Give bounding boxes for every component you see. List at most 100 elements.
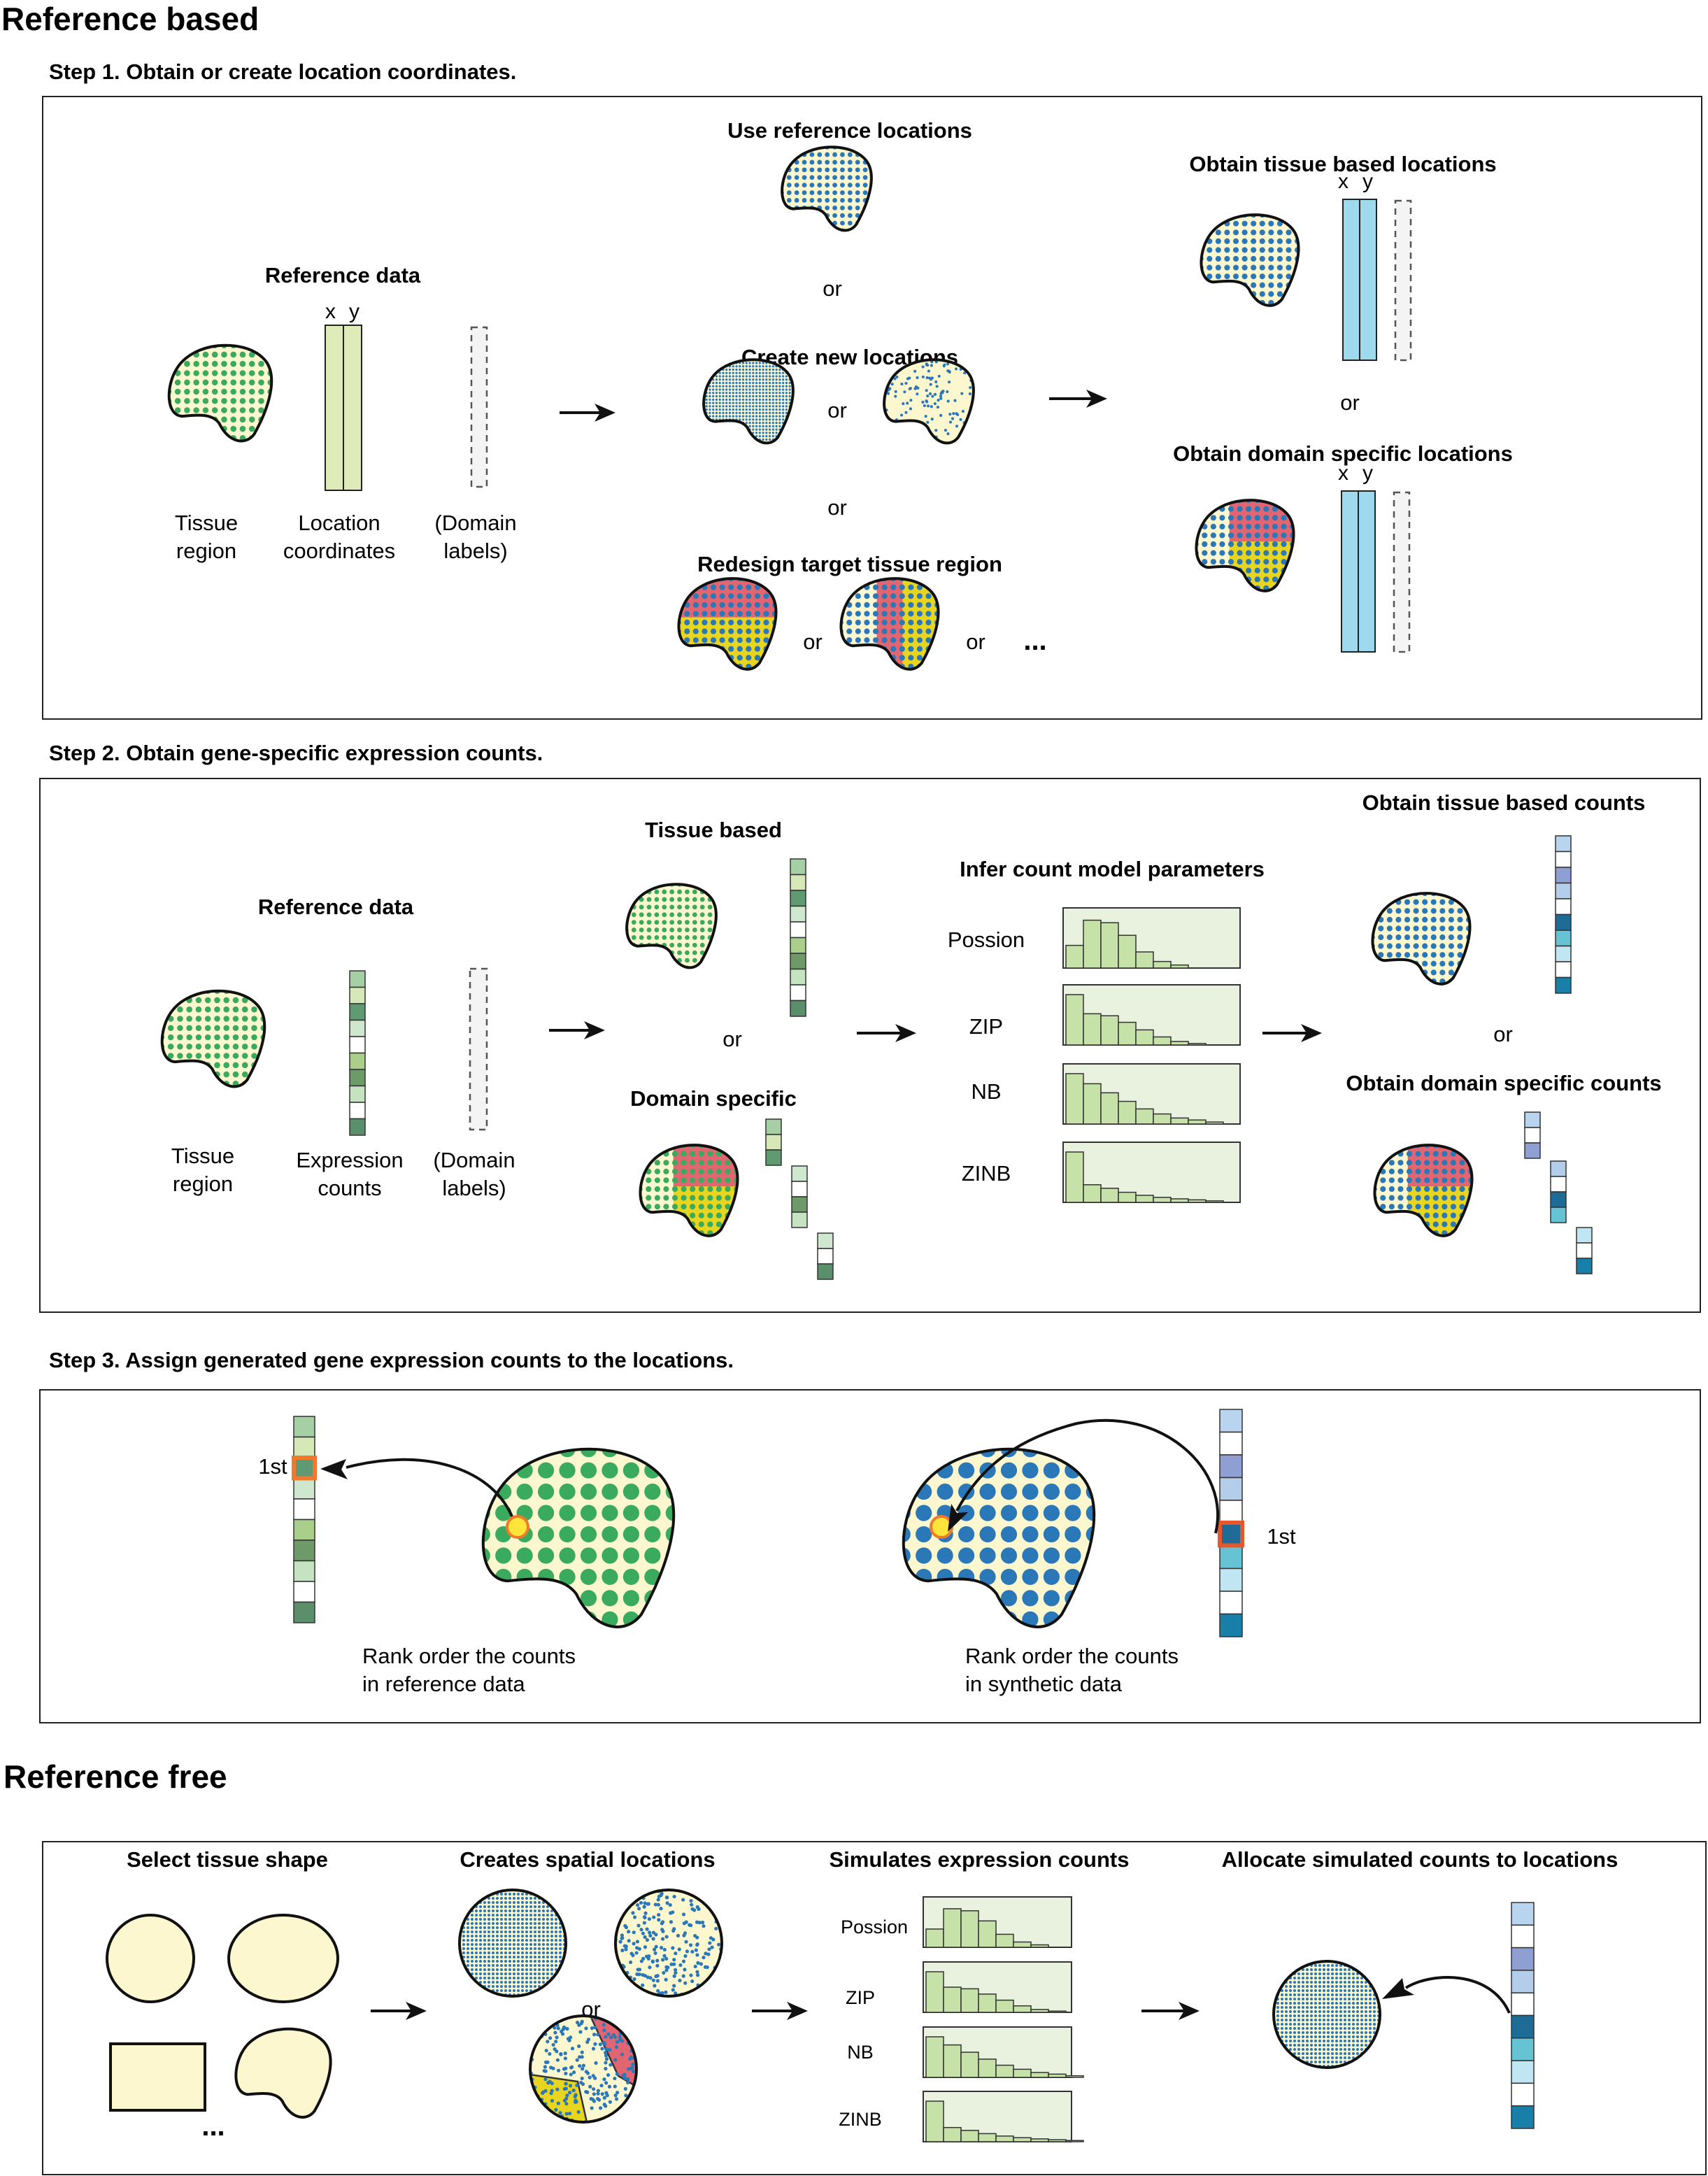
spot <box>550 1939 553 1942</box>
spot <box>677 889 682 895</box>
spot <box>893 377 897 381</box>
spot <box>632 1915 637 1919</box>
spot <box>1339 2006 1342 2009</box>
spot <box>782 401 785 404</box>
spot <box>771 418 774 421</box>
spot <box>736 593 743 599</box>
spot <box>870 228 871 231</box>
spot <box>1439 943 1446 949</box>
spot <box>1237 523 1243 529</box>
step3-synthetic-curve <box>955 1418 1220 1534</box>
spot <box>718 432 721 434</box>
spot <box>1241 220 1248 227</box>
spot <box>488 1905 490 1908</box>
spot <box>1259 255 1265 262</box>
spot <box>707 1195 713 1201</box>
spot <box>1323 1972 1325 1975</box>
spot <box>600 2047 604 2051</box>
spot <box>488 1956 490 1958</box>
spot <box>758 394 761 398</box>
spot <box>627 904 629 910</box>
spot <box>467 1964 469 1967</box>
spot <box>504 1977 507 1979</box>
spot <box>1272 567 1278 574</box>
spot <box>646 1177 652 1183</box>
spot <box>709 438 711 441</box>
circle-outline <box>614 1889 723 1998</box>
spot <box>684 655 690 661</box>
spot <box>755 362 758 364</box>
spot <box>925 399 928 403</box>
spot <box>718 435 721 438</box>
spot <box>1210 541 1216 548</box>
spot <box>1415 1177 1421 1183</box>
spot <box>1344 2056 1346 2059</box>
spot <box>778 392 781 394</box>
spot <box>525 1914 528 1917</box>
spot <box>786 147 792 150</box>
spot <box>794 175 799 180</box>
spot <box>944 593 949 599</box>
spot <box>602 1449 618 1458</box>
spot <box>794 190 799 195</box>
spot <box>239 407 246 413</box>
spot <box>926 404 930 408</box>
spot <box>762 401 764 404</box>
step1-or-6: or <box>1340 390 1360 415</box>
spot <box>864 602 870 608</box>
spot <box>937 1568 953 1586</box>
rf-hist-zip-bar <box>1048 2010 1067 2013</box>
spot <box>1289 2006 1292 2009</box>
spot <box>707 912 713 918</box>
spot <box>1380 1221 1386 1228</box>
spot <box>716 1195 722 1201</box>
spot <box>752 432 755 434</box>
spot <box>937 1590 953 1607</box>
spot <box>1459 1160 1465 1166</box>
spot <box>538 1977 541 1979</box>
spot <box>634 1951 639 1955</box>
spot <box>1422 952 1428 958</box>
spot <box>748 401 751 404</box>
spot <box>1344 2027 1346 2030</box>
spot <box>1304 212 1309 218</box>
spot <box>903 1449 911 1458</box>
spot <box>841 646 844 652</box>
spot <box>698 1168 704 1174</box>
spot <box>702 1955 706 1960</box>
spot <box>937 374 941 378</box>
spot <box>785 360 788 361</box>
spot <box>1302 2040 1304 2042</box>
spot <box>525 1968 528 1971</box>
spot <box>521 1968 524 1971</box>
spot <box>1439 969 1446 976</box>
spot <box>684 637 690 643</box>
spot <box>1339 2048 1342 2051</box>
spot <box>1430 969 1437 976</box>
spot <box>1323 1981 1325 1984</box>
spot <box>1365 1989 1367 1992</box>
spot <box>538 1484 555 1500</box>
spot <box>1339 2002 1342 2005</box>
spot <box>1289 2044 1292 2047</box>
spot <box>942 364 946 368</box>
spot <box>1386 969 1393 976</box>
spot <box>1276 1985 1279 1988</box>
spot <box>1360 1977 1363 1979</box>
spot <box>1281 1968 1283 1971</box>
spot <box>530 2028 532 2033</box>
spot <box>1335 1977 1338 1979</box>
spot <box>1457 925 1463 932</box>
spot <box>795 418 797 420</box>
spot <box>728 392 732 394</box>
spot <box>534 1981 536 1984</box>
spot <box>479 1890 482 1891</box>
spot <box>624 1986 628 1990</box>
hist-zip-bar <box>1188 1043 1207 1046</box>
spot <box>559 1935 562 1937</box>
spot <box>758 432 761 434</box>
spot <box>1293 1998 1296 2000</box>
spot <box>559 1890 562 1891</box>
spot <box>538 1951 541 1954</box>
spot <box>602 1568 618 1586</box>
